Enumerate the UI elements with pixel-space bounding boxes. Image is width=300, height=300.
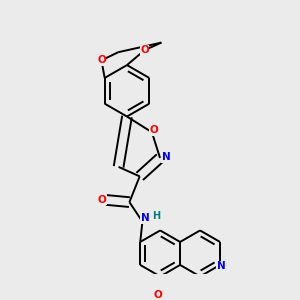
- Text: N: N: [141, 213, 149, 224]
- Text: O: O: [153, 290, 162, 300]
- Text: H: H: [152, 211, 160, 221]
- Text: N: N: [217, 261, 226, 271]
- Text: O: O: [98, 195, 106, 205]
- Text: O: O: [97, 55, 106, 65]
- Text: O: O: [140, 45, 149, 55]
- Text: O: O: [150, 125, 158, 135]
- Text: N: N: [162, 152, 170, 162]
